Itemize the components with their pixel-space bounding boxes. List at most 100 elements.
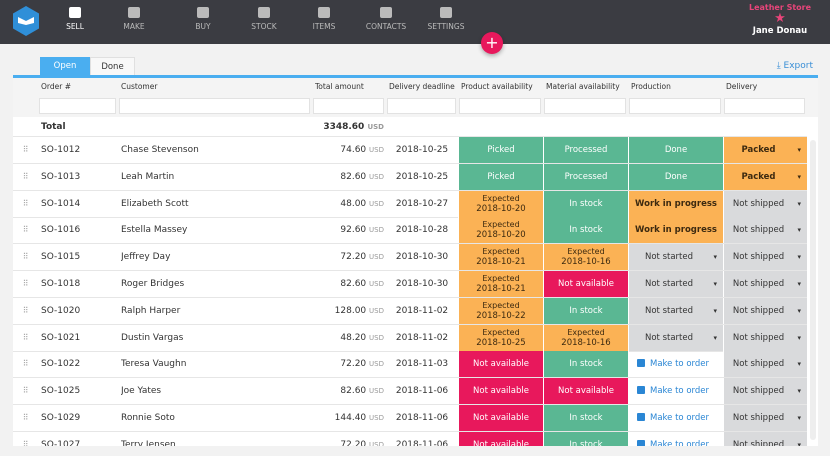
customer-name[interactable]: Chase Stevenson — [121, 145, 199, 155]
make-to-order-link[interactable]: Make to order — [628, 405, 723, 431]
table-row[interactable]: ⠿ SO-1018 Roger Bridges 82.60 USD 2018-1… — [13, 271, 807, 298]
customer-name[interactable]: Roger Bridges — [121, 279, 185, 289]
column-filter-input[interactable] — [313, 98, 384, 114]
column-header[interactable]: Production — [631, 82, 671, 91]
tab-open[interactable]: Open — [40, 57, 90, 75]
order-number[interactable]: SO-1029 — [41, 413, 81, 423]
nav-make[interactable]: MAKE — [104, 0, 164, 44]
status-dropdown[interactable]: Not shipped — [723, 351, 807, 378]
table-row[interactable]: ⠿ SO-1014 Elizabeth Scott 48.00 USD 2018… — [13, 190, 807, 218]
nav-stock[interactable]: STOCK — [234, 0, 294, 44]
drag-handle-icon[interactable]: ⠿ — [22, 279, 29, 288]
drag-handle-icon[interactable]: ⠿ — [22, 359, 29, 369]
table-row[interactable]: ⠿ SO-1016 Estella Massey 92.60 USD 2018-… — [13, 217, 807, 245]
status-dropdown[interactable]: Not shipped — [723, 324, 807, 351]
export-button[interactable]: ⤓ Export — [776, 61, 813, 71]
table-row[interactable]: ⠿ SO-1025 Joe Yates 82.60 USD 2018-11-06… — [13, 378, 807, 406]
table-row[interactable]: ⠿ SO-1027 Terry Jensen 72.20 USD 2018-11… — [13, 431, 807, 446]
status-dropdown[interactable]: Not started — [628, 244, 723, 271]
nav-buy[interactable]: BUY — [173, 0, 233, 44]
drag-handle-icon[interactable]: ⠿ — [22, 145, 29, 154]
table-row[interactable]: ⠿ SO-1013 Leah Martin 82.60 USD 2018-10-… — [13, 163, 807, 191]
drag-handle-icon[interactable]: ⠿ — [22, 305, 29, 315]
order-number[interactable]: SO-1021 — [41, 332, 81, 343]
customer-name[interactable]: Estella Massey — [121, 225, 188, 236]
customer-name[interactable]: Ralph Harper — [121, 305, 181, 316]
customer-name[interactable]: Teresa Vaughn — [121, 359, 187, 370]
order-number[interactable]: SO-1014 — [41, 198, 81, 209]
drag-handle-icon[interactable]: ⠿ — [22, 413, 29, 422]
drag-handle-icon[interactable]: ⠿ — [22, 386, 29, 396]
order-number[interactable]: SO-1027 — [41, 439, 81, 446]
nav-items[interactable]: ITEMS — [294, 0, 354, 44]
order-number[interactable]: SO-1018 — [41, 279, 81, 289]
order-number[interactable]: SO-1025 — [41, 386, 81, 397]
basket-icon — [197, 7, 209, 18]
order-number[interactable]: SO-1015 — [41, 252, 81, 263]
make-to-order-link[interactable]: Make to order — [628, 378, 723, 405]
customer-name[interactable]: Dustin Vargas — [121, 332, 184, 343]
status-dropdown[interactable]: Not started — [628, 324, 723, 351]
drag-handle-icon[interactable]: ⠿ — [22, 252, 29, 262]
status-dropdown[interactable]: Not shipped — [723, 244, 807, 271]
customer-name[interactable]: Jeffrey Day — [121, 252, 171, 263]
tab-done[interactable]: Done — [90, 57, 135, 75]
nav-sell[interactable]: SELL — [45, 0, 105, 44]
status-dropdown[interactable]: Not shipped — [723, 431, 807, 446]
table-row[interactable]: ⠿ SO-1015 Jeffrey Day 72.20 USD 2018-10-… — [13, 244, 807, 272]
customer-name[interactable]: Elizabeth Scott — [121, 198, 189, 209]
column-filter-input[interactable] — [459, 98, 541, 114]
table-row[interactable]: ⠿ SO-1020 Ralph Harper 128.00 USD 2018-1… — [13, 297, 807, 325]
table-row[interactable]: ⠿ SO-1021 Dustin Vargas 48.20 USD 2018-1… — [13, 324, 807, 352]
order-number[interactable]: SO-1022 — [41, 359, 81, 370]
status-dropdown[interactable]: Not shipped — [723, 405, 807, 431]
drag-handle-icon[interactable]: ⠿ — [22, 171, 29, 181]
customer-name[interactable]: Joe Yates — [121, 386, 162, 397]
customer-name[interactable]: Terry Jensen — [121, 439, 176, 446]
column-filter-input[interactable] — [629, 98, 721, 114]
customer-name[interactable]: Leah Martin — [121, 171, 175, 182]
nav-label: BUY — [195, 22, 211, 31]
table-row[interactable]: ⠿ SO-1022 Teresa Vaughn 72.20 USD 2018-1… — [13, 351, 807, 379]
order-number[interactable]: SO-1020 — [41, 305, 81, 316]
customer-name[interactable]: Ronnie Soto — [121, 413, 175, 423]
status-dropdown[interactable]: Packed — [723, 163, 807, 190]
make-to-order-link[interactable]: Make to order — [628, 351, 723, 378]
status-dropdown[interactable]: Not started — [628, 297, 723, 324]
status-dropdown[interactable]: Packed — [723, 137, 807, 163]
app-logo[interactable] — [13, 6, 39, 36]
add-button[interactable]: + — [481, 32, 503, 54]
table-row[interactable]: ⠿ SO-1029 Ronnie Soto 144.40 USD 2018-11… — [13, 405, 807, 432]
column-header[interactable]: Customer — [121, 82, 158, 91]
column-filter-input[interactable] — [387, 98, 456, 114]
column-header[interactable]: Total amount — [315, 82, 364, 91]
nav-contacts[interactable]: CONTACTS — [356, 0, 416, 44]
status-dropdown[interactable]: Not started — [628, 271, 723, 297]
order-number[interactable]: SO-1016 — [41, 225, 81, 236]
column-header[interactable]: Delivery — [726, 82, 758, 91]
column-filter-input[interactable] — [119, 98, 310, 114]
column-filter-input[interactable] — [39, 98, 116, 114]
status-dropdown[interactable]: Not shipped — [723, 271, 807, 297]
column-filter-input[interactable] — [724, 98, 805, 114]
drag-handle-icon[interactable]: ⠿ — [22, 332, 29, 342]
table-row[interactable]: ⠿ SO-1012 Chase Stevenson 74.60 USD 2018… — [13, 137, 807, 164]
column-header[interactable]: Material availability — [546, 82, 620, 91]
nav-settings[interactable]: SETTINGS — [416, 0, 476, 44]
column-filter-input[interactable] — [544, 98, 626, 114]
status-dropdown[interactable]: Not shipped — [723, 297, 807, 324]
order-number[interactable]: SO-1012 — [41, 145, 81, 155]
account-area[interactable]: Leather Store ★ Jane Donau — [740, 3, 820, 36]
column-header[interactable]: Product availability — [461, 82, 533, 91]
column-header[interactable]: Order # — [41, 82, 71, 91]
status-dropdown[interactable]: Not shipped — [723, 378, 807, 405]
drag-handle-icon[interactable]: ⠿ — [22, 198, 29, 208]
make-to-order-link[interactable]: Make to order — [628, 431, 723, 446]
drag-handle-icon[interactable]: ⠿ — [22, 225, 29, 235]
column-header[interactable]: Delivery deadline — [389, 82, 455, 91]
status-dropdown[interactable]: Not shipped — [723, 217, 807, 244]
drag-handle-icon[interactable]: ⠿ — [22, 439, 29, 446]
scrollbar[interactable] — [810, 140, 816, 440]
status-dropdown[interactable]: Not shipped — [723, 190, 807, 217]
order-number[interactable]: SO-1013 — [41, 171, 81, 182]
